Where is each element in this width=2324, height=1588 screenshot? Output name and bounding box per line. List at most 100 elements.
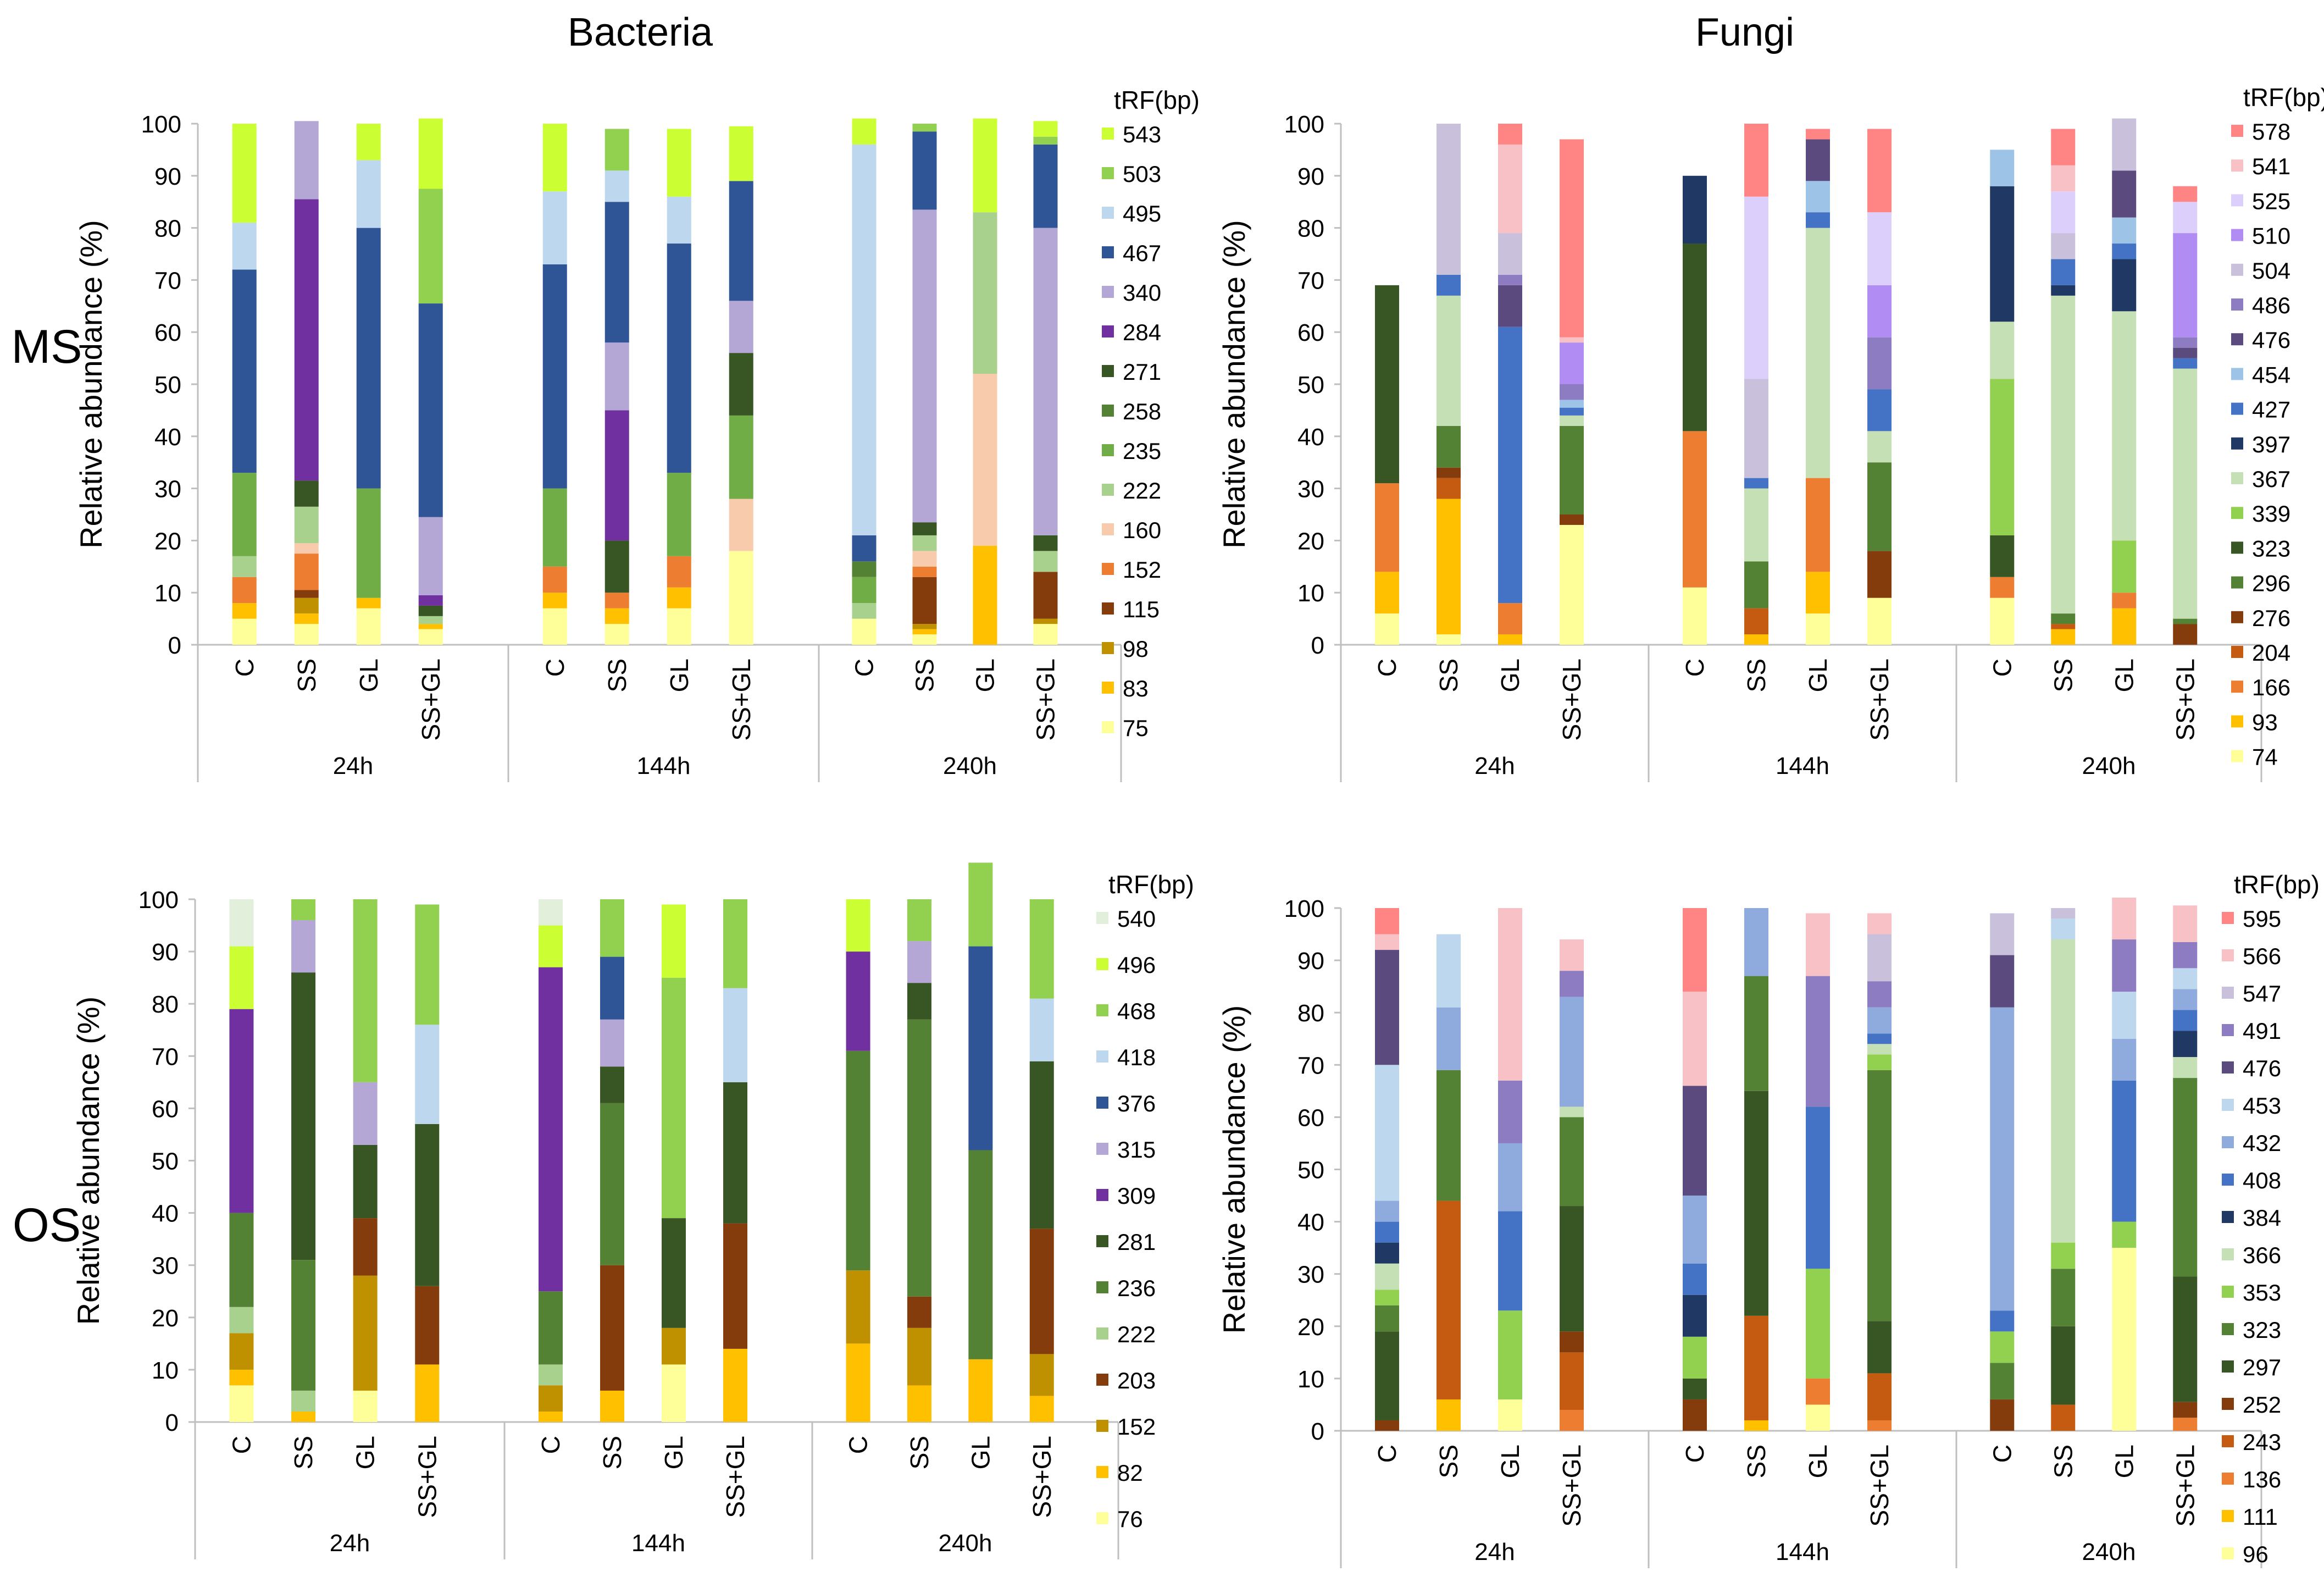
legend-swatch-495	[1102, 207, 1114, 219]
legend-title: tRF(bp)	[2243, 83, 2324, 112]
bar-segment-427	[1436, 274, 1461, 296]
bar-segment-340	[912, 209, 937, 523]
row-title-ms: MS	[11, 320, 82, 373]
bar-segment-408	[1683, 1263, 1707, 1295]
legend-label-496: 496	[1117, 952, 1156, 978]
category-label: SS	[911, 659, 939, 692]
bar-segment-203	[723, 1223, 747, 1349]
bar-segment-315	[291, 920, 316, 973]
bar-segment-74	[1683, 587, 1707, 645]
y-tick-label: 20	[1297, 528, 1324, 555]
bar-segment-543	[232, 124, 257, 223]
bar-segment-453	[1436, 934, 1461, 1008]
bar-segment-543	[418, 118, 443, 189]
legend-label-276: 276	[2252, 605, 2290, 631]
category-label: C	[1680, 1445, 1709, 1463]
bar-segment-222	[229, 1307, 254, 1334]
bar-segment-136	[1806, 1378, 1830, 1405]
legend-swatch-136	[2222, 1473, 2234, 1485]
group-label: 144h	[637, 752, 691, 779]
legend-swatch-75	[1102, 721, 1114, 733]
y-axis-label: Relative abundance (%)	[1217, 1005, 1251, 1334]
category-label: SS+GL	[721, 1436, 750, 1518]
bar-segment-543	[1033, 121, 1058, 137]
bar-segment-82	[415, 1364, 440, 1422]
bar-segment-271	[294, 480, 319, 507]
bar-segment-408	[1498, 1211, 1522, 1311]
legend-swatch-427	[2231, 402, 2243, 415]
bar-segment-397	[1990, 186, 2015, 322]
bar-segment-82	[229, 1369, 254, 1386]
bar-segment-397	[2112, 259, 2137, 312]
category-label: GL	[2110, 659, 2138, 692]
category-label: GL	[1804, 659, 1832, 692]
y-tick-label: 20	[152, 1305, 179, 1332]
bar-segment-408	[1375, 1221, 1399, 1243]
legend-label-454: 454	[2252, 362, 2290, 388]
bar-segment-467	[356, 228, 381, 489]
legend-swatch-504	[2231, 263, 2243, 276]
legend-label-297: 297	[2243, 1354, 2281, 1380]
bar-segment-93	[2051, 629, 2076, 645]
bar-segment-284	[294, 199, 319, 481]
legend-swatch-491	[2222, 1024, 2234, 1036]
bar-segment-166	[1806, 478, 1830, 572]
bar-segment-540	[229, 899, 254, 947]
legend-label-271: 271	[1123, 359, 1161, 385]
bar-segment-503	[1033, 136, 1058, 145]
bar-segment-83	[912, 629, 937, 635]
bar-segment-578	[1867, 129, 1892, 213]
legend-swatch-339	[2231, 507, 2243, 519]
legend-label-82: 82	[1117, 1460, 1143, 1486]
bar-segment-297	[1560, 1206, 1584, 1332]
bar-segment-276	[1560, 514, 1584, 525]
bar-segment-76	[662, 1364, 686, 1422]
bar-segment-258	[852, 561, 877, 577]
legend-label-476: 476	[2252, 327, 2290, 353]
y-tick-label: 90	[1297, 163, 1324, 190]
legend-swatch-115	[1102, 602, 1114, 615]
bar-segment-453	[2112, 992, 2137, 1039]
bar-segment-432	[1498, 1143, 1522, 1211]
bar-segment-82	[600, 1390, 624, 1422]
legend-label-96: 96	[2243, 1541, 2268, 1567]
bar-segment-454	[1806, 181, 1830, 213]
category-label: GL	[2110, 1445, 2138, 1478]
y-tick-label: 100	[1284, 895, 1324, 922]
bar-segment-323	[1867, 1070, 1892, 1321]
bar-segment-468	[353, 899, 378, 1082]
bar-segment-166	[1498, 603, 1522, 635]
bar-segment-427	[1867, 389, 1892, 431]
group-label: 24h	[1474, 752, 1515, 779]
bar-segment-566	[1560, 939, 1584, 971]
legend-label-235: 235	[1123, 438, 1161, 464]
bar-segment-340	[418, 517, 443, 595]
category-label: C	[1373, 1445, 1401, 1463]
bar-segment-136	[2173, 1418, 2198, 1431]
bar-segment-504	[1498, 233, 1522, 275]
y-tick-label: 80	[154, 215, 181, 242]
bar-segment-75	[356, 608, 381, 645]
bar-segment-467	[912, 131, 937, 210]
y-tick-label: 60	[152, 1095, 179, 1122]
bar-segment-152	[542, 566, 567, 593]
legend-swatch-271	[1102, 365, 1114, 377]
bar-segment-408	[2112, 1080, 2137, 1222]
bar-segment-510	[1560, 342, 1584, 384]
y-tick-label: 60	[1297, 1104, 1324, 1131]
bar-segment-222	[973, 212, 997, 374]
group-label: 144h	[1776, 752, 1829, 779]
legend-swatch-510	[2231, 229, 2243, 241]
y-tick-label: 60	[154, 319, 181, 346]
bar-segment-367	[2051, 295, 2076, 614]
bar-segment-566	[1375, 934, 1399, 950]
y-tick-label: 70	[152, 1043, 179, 1070]
bar-segment-432	[2173, 989, 2198, 1010]
legend-label-510: 510	[2252, 223, 2290, 249]
category-label: C	[536, 1436, 565, 1454]
category-label: C	[541, 659, 569, 677]
bar-segment-353	[1498, 1310, 1522, 1399]
bar-segment-166	[1683, 431, 1707, 588]
bar-segment-541	[1498, 144, 1522, 234]
